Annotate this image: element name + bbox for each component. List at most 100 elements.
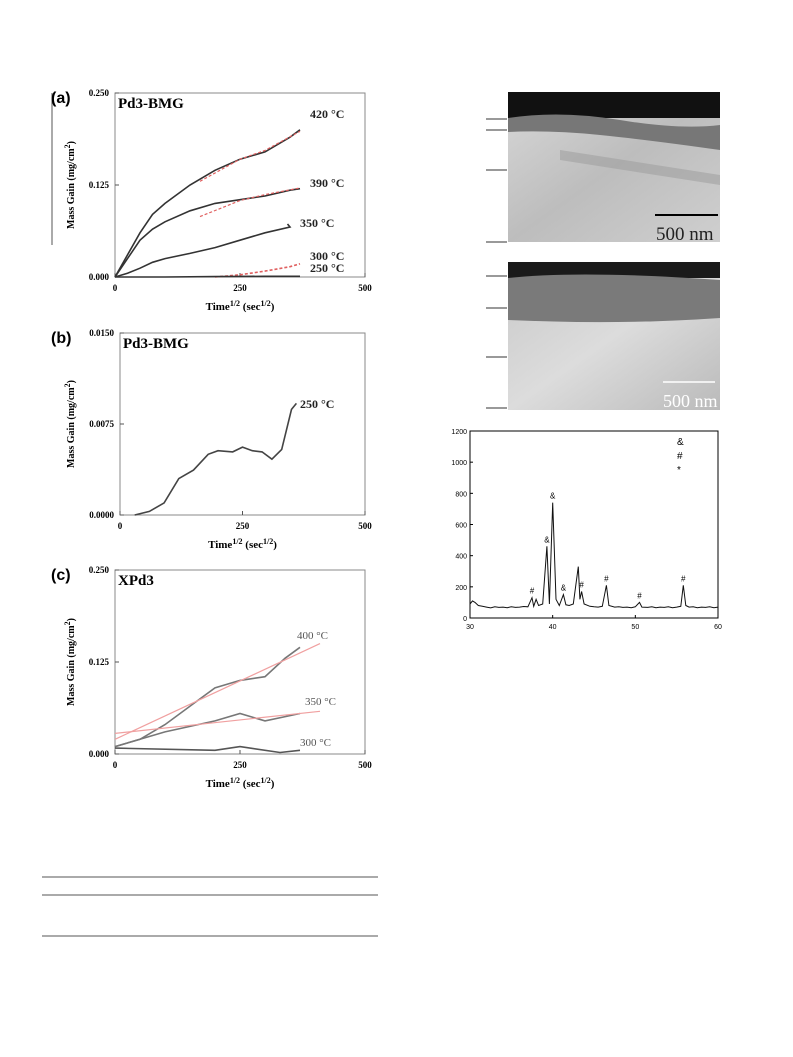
series-line bbox=[114, 646, 301, 748]
series-line bbox=[114, 223, 292, 278]
peak-label: # bbox=[637, 591, 642, 600]
x-tick-label: 50 bbox=[631, 624, 639, 631]
series-line bbox=[114, 129, 301, 278]
y-tick-label: 0.000 bbox=[89, 749, 110, 759]
panel-label: (c) bbox=[51, 567, 71, 584]
x-axis-label: Time1/2 (sec1/2) bbox=[208, 537, 277, 552]
y-tick-label: 0.250 bbox=[89, 565, 110, 575]
y-axis-label-part: ) bbox=[66, 141, 77, 144]
x-axis-label-part: ) bbox=[273, 539, 277, 551]
series-label: 400 °C bbox=[297, 630, 328, 642]
scale-bar-label: 500 nm bbox=[656, 224, 714, 245]
series-label: 390 °C bbox=[310, 176, 344, 190]
scale-bar-label: 500 nm bbox=[663, 391, 718, 411]
x-axis-label-part: 1/2 bbox=[232, 537, 242, 546]
plot-frame bbox=[119, 332, 366, 516]
x-axis-label-part: Time bbox=[206, 778, 230, 790]
x-axis-label-part: Time bbox=[208, 539, 232, 551]
y-tick-label: 1000 bbox=[451, 460, 467, 467]
series-label: 300 °C bbox=[310, 249, 344, 263]
key-symbol: * bbox=[677, 465, 681, 476]
series-label: 350 °C bbox=[305, 696, 336, 708]
peak-label: & bbox=[550, 492, 556, 501]
y-tick-label: 600 bbox=[455, 523, 467, 530]
y-tick-label: 800 bbox=[455, 491, 467, 498]
fit-line bbox=[114, 643, 321, 740]
series-label: 350 °C bbox=[300, 216, 334, 230]
y-tick-label: 0.0000 bbox=[89, 510, 114, 520]
micrograph: 500 nm bbox=[486, 262, 720, 411]
x-axis-label-part: 1/2 bbox=[230, 776, 240, 785]
x-axis-label: Time1/2 (sec1/2) bbox=[206, 299, 275, 314]
chart-title: XPd3 bbox=[118, 573, 154, 589]
peak-label: # bbox=[579, 581, 584, 590]
y-axis-label-part: 2 bbox=[63, 621, 72, 625]
y-axis-label: Mass Gain (mg/cm2) bbox=[63, 141, 78, 229]
x-axis-label-part: Time bbox=[206, 301, 230, 313]
series-line bbox=[114, 745, 301, 754]
y-axis-label-part: ) bbox=[66, 380, 77, 383]
x-tick-label: 500 bbox=[358, 521, 372, 531]
x-tick-label: 250 bbox=[233, 283, 247, 293]
peak-label: # bbox=[530, 587, 535, 596]
x-tick-label: 250 bbox=[233, 760, 247, 770]
x-tick-label: 500 bbox=[358, 760, 372, 770]
x-tick-label: 0 bbox=[113, 283, 118, 293]
x-axis-label-part: (sec bbox=[240, 778, 261, 790]
x-axis-label-part: 1/2 bbox=[263, 537, 273, 546]
series-label: 250 °C bbox=[310, 261, 344, 275]
y-axis-label-part: Mass Gain (mg/cm bbox=[66, 148, 77, 229]
x-axis-label-part: ) bbox=[271, 778, 275, 790]
panel-label: (a) bbox=[51, 90, 71, 107]
x-tick-label: 500 bbox=[358, 283, 372, 293]
xrd-pattern bbox=[469, 502, 719, 609]
series-label: 300 °C bbox=[300, 737, 331, 749]
x-tick-label: 30 bbox=[466, 624, 474, 631]
y-tick-label: 0 bbox=[463, 616, 467, 623]
y-axis-label: Mass Gain (mg/cm2) bbox=[63, 618, 78, 706]
y-tick-label: 0.250 bbox=[89, 88, 110, 98]
peak-label: & bbox=[544, 535, 550, 544]
x-axis-label: Time1/2 (sec1/2) bbox=[206, 776, 275, 791]
x-axis-label-part: 1/2 bbox=[261, 299, 271, 308]
x-axis-label-part: ) bbox=[271, 301, 275, 313]
y-tick-label: 400 bbox=[455, 554, 467, 561]
y-tick-label: 0.0150 bbox=[89, 328, 114, 338]
series-line bbox=[114, 187, 301, 278]
x-axis-label-part: (sec bbox=[240, 301, 261, 313]
key-symbol: # bbox=[677, 451, 683, 462]
peak-label: # bbox=[604, 574, 609, 583]
series-label: 420 °C bbox=[310, 107, 344, 121]
peak-label: & bbox=[561, 584, 567, 593]
fit-line bbox=[199, 130, 301, 182]
y-axis-label-part: Mass Gain (mg/cm bbox=[66, 387, 77, 468]
chart-title: Pd3-BMG bbox=[123, 336, 189, 352]
peak-label: # bbox=[681, 574, 686, 583]
series-line bbox=[214, 263, 301, 278]
y-tick-label: 0.125 bbox=[89, 657, 110, 667]
y-tick-label: 1200 bbox=[451, 429, 467, 436]
x-tick-label: 60 bbox=[714, 624, 722, 631]
y-axis-label: Mass Gain (mg/cm2) bbox=[63, 380, 78, 468]
y-axis-label-part: 2 bbox=[63, 144, 72, 148]
y-tick-label: 0.0075 bbox=[89, 419, 114, 429]
x-tick-label: 0 bbox=[118, 521, 123, 531]
table-rules bbox=[42, 876, 378, 937]
panel-label: (b) bbox=[51, 330, 71, 347]
y-axis-label-part: Mass Gain (mg/cm bbox=[66, 625, 77, 706]
series-label: 250 °C bbox=[300, 397, 334, 411]
x-tick-label: 250 bbox=[236, 521, 250, 531]
x-axis-label-part: (sec bbox=[243, 539, 264, 551]
chart-title: Pd3-BMG bbox=[118, 96, 184, 112]
y-tick-label: 0.000 bbox=[89, 272, 110, 282]
y-axis-label-part: 2 bbox=[63, 383, 72, 387]
x-axis-label-part: 1/2 bbox=[261, 776, 271, 785]
plot-frame bbox=[114, 569, 366, 755]
x-axis-label-part: 1/2 bbox=[230, 299, 240, 308]
y-tick-label: 0.125 bbox=[89, 180, 110, 190]
fit-line bbox=[199, 187, 301, 218]
y-tick-label: 200 bbox=[455, 585, 467, 592]
fit-line bbox=[114, 710, 321, 734]
key-symbol: & bbox=[677, 437, 684, 448]
